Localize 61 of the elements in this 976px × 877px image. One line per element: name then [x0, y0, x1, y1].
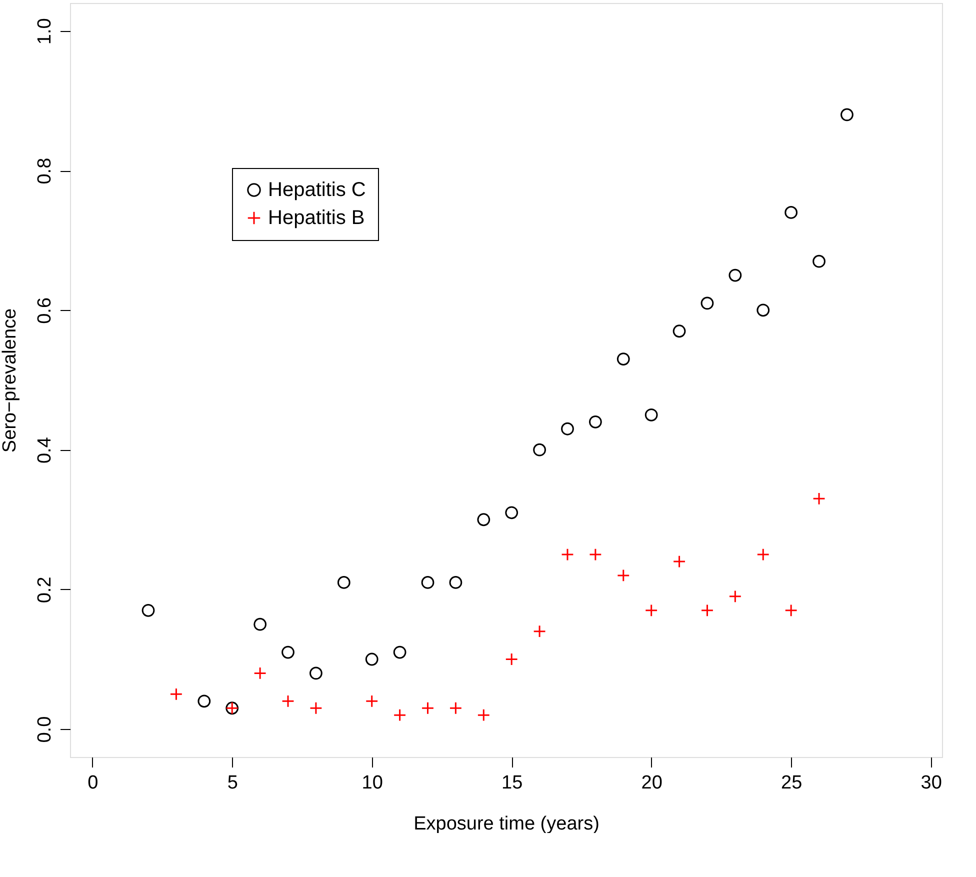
- point: [644, 604, 658, 617]
- y-tick-label: 0.2: [34, 576, 56, 604]
- point: [254, 666, 266, 680]
- point: [505, 506, 518, 520]
- point: [449, 702, 462, 715]
- point: [588, 548, 602, 561]
- point: [784, 206, 798, 219]
- point: [198, 694, 211, 708]
- point: [310, 666, 322, 680]
- x-tick-label: 25: [781, 772, 802, 794]
- x-tick-label: 0: [88, 772, 98, 794]
- y-tick-label: 0.4: [34, 436, 56, 464]
- point: [533, 624, 546, 638]
- point: [310, 702, 322, 715]
- x-tick-label: 10: [362, 772, 383, 794]
- point: [477, 513, 490, 526]
- point: [421, 576, 434, 589]
- point: [616, 569, 630, 582]
- point: [421, 702, 434, 715]
- legend-label: Hepatitis C: [268, 179, 366, 201]
- legend-label: Hepatitis B: [268, 207, 365, 229]
- point: [561, 422, 574, 436]
- point: [588, 415, 602, 428]
- point: [728, 590, 742, 603]
- point: [393, 646, 406, 659]
- point: [282, 646, 294, 659]
- x-tick-label: 5: [227, 772, 238, 794]
- point: [561, 548, 574, 561]
- point: [756, 548, 770, 561]
- point: [393, 708, 406, 722]
- point: [700, 296, 714, 310]
- point: [254, 618, 266, 631]
- y-tick-label: 0.8: [34, 158, 56, 184]
- point: [505, 652, 518, 666]
- point: [672, 555, 686, 568]
- x-tick-label: 30: [920, 772, 942, 794]
- x-tick-label: 20: [641, 772, 662, 794]
- point: [477, 708, 490, 722]
- point: [170, 688, 183, 701]
- point: [812, 492, 826, 506]
- point: [756, 304, 770, 317]
- point: [533, 443, 546, 456]
- point: [840, 108, 854, 122]
- point: [616, 352, 630, 366]
- point: [365, 694, 378, 708]
- point: [337, 576, 350, 589]
- point: [700, 604, 714, 617]
- y-axis-title: Sero−prevalence: [0, 308, 20, 453]
- point: [644, 408, 658, 422]
- y-tick-label: 0.0: [34, 716, 56, 743]
- y-tick-label: 0.6: [34, 297, 56, 324]
- x-tick-label: 15: [502, 772, 523, 794]
- point: [449, 576, 462, 589]
- y-tick-label: 1.0: [34, 18, 56, 45]
- point: [672, 324, 686, 338]
- point: [728, 268, 742, 282]
- point: [784, 604, 798, 617]
- point: [812, 254, 826, 268]
- point: [365, 652, 378, 666]
- point: [142, 604, 155, 617]
- point: [282, 694, 294, 708]
